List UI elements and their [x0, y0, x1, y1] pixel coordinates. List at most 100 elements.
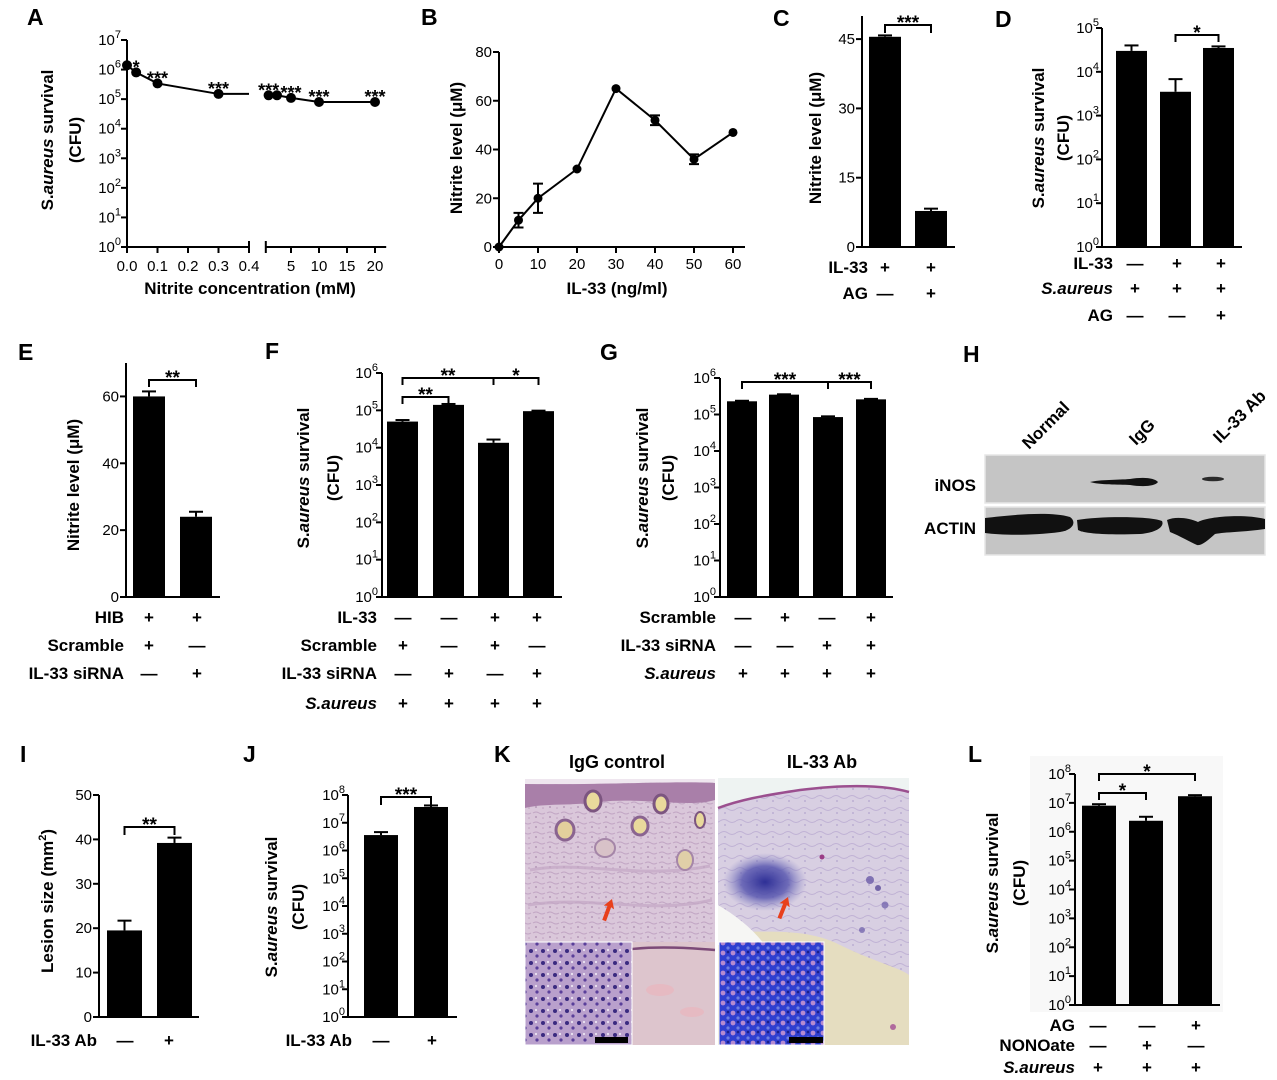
condition-sign: +	[1216, 254, 1226, 273]
y-axis-title: S.aureus survival	[294, 408, 313, 549]
x-tick-label: 15	[339, 258, 356, 275]
bar	[1129, 820, 1163, 1005]
y-axis-title: S.aureus survival	[38, 70, 57, 211]
y-tick-label-base: 10	[322, 898, 339, 915]
data-point	[122, 60, 132, 71]
y-tick-label-exponent: 4	[339, 895, 345, 907]
y-tick-label-base: 10	[1076, 239, 1093, 256]
significance-bracket	[401, 396, 450, 404]
y-tick-label: 106	[693, 367, 716, 387]
y-tick-label: 103	[355, 474, 378, 494]
inos-band-il33-ab	[1202, 476, 1224, 482]
condition-label: S.aureus	[305, 694, 377, 713]
bar	[1116, 50, 1147, 248]
y-tick-label: 101	[322, 978, 345, 998]
x-tick-label: 10	[530, 256, 547, 273]
condition-sign: +	[144, 608, 154, 627]
y-axis-title-segment: (CFU)	[66, 117, 85, 163]
condition-label-segment: HIB	[95, 608, 124, 627]
y-tick-label: 40	[75, 831, 92, 848]
x-tick-label: 30	[608, 256, 625, 273]
data-point	[286, 92, 296, 103]
row-label-actin: ACTIN	[924, 519, 976, 538]
bar	[727, 401, 757, 597]
y-tick-label-base: 10	[355, 552, 372, 569]
y-tick-label: 100	[322, 1006, 345, 1026]
y-tick-label: 102	[98, 177, 121, 197]
y-tick-label-exponent: 5	[115, 88, 121, 100]
panel-label: H	[963, 341, 980, 367]
y-axis-title: S.aureus survival	[983, 813, 1002, 954]
data-point	[152, 78, 163, 89]
condition-sign: +	[1191, 1016, 1201, 1035]
y-tick-label: 40	[475, 142, 492, 159]
y-axis-title: (CFU)	[289, 884, 308, 930]
significance-bracket	[380, 796, 432, 805]
y-axis-title: Lesion size (mm2)	[37, 829, 57, 973]
condition-label-segment: IL-33	[1073, 254, 1113, 273]
y-tick-label: 10	[75, 965, 92, 982]
condition-sign: +	[1191, 1058, 1201, 1077]
y-tick-label: 100	[1076, 236, 1099, 256]
y-tick-label: 103	[322, 923, 345, 943]
panel-c-chart: C 0 15 30 45 Nitrite level (μM) *** IL-33 + + AG — +	[773, 5, 955, 303]
bar	[478, 442, 509, 597]
condition-label-segment: IL-33 siRNA	[282, 664, 377, 683]
y-tick-label-exponent: 5	[339, 867, 345, 879]
y-tick-label-exponent: 3	[710, 477, 716, 489]
condition-label: Scramble	[639, 608, 716, 627]
y-tick-label: 20	[475, 190, 492, 207]
significance-bracket	[1098, 773, 1196, 781]
significance-label: **	[165, 368, 180, 389]
condition-sign: —	[117, 1031, 134, 1050]
y-tick-label: 101	[98, 206, 121, 226]
y-tick-label-exponent: 0	[115, 236, 121, 248]
y-axis-title-segment: )	[38, 829, 57, 835]
bar	[414, 806, 448, 1017]
y-tick-label: 103	[1048, 907, 1071, 927]
panel-label: L	[968, 741, 982, 767]
condition-label-segment: IL-33	[337, 608, 377, 627]
y-tick-label: 104	[355, 437, 378, 457]
y-tick-label-base: 10	[355, 477, 372, 494]
y-tick-label-base: 10	[322, 843, 339, 860]
x-tick-label: 60	[725, 256, 742, 273]
condition-sign: +	[1093, 1058, 1103, 1077]
condition-sign: +	[164, 1031, 174, 1050]
y-tick-label: 30	[75, 876, 92, 893]
condition-label-segment: NONOate	[999, 1036, 1075, 1055]
condition-sign: —	[373, 1031, 390, 1050]
y-tick-label: 105	[322, 867, 345, 887]
y-tick-label-exponent: 0	[339, 1006, 345, 1018]
significance-label: *	[133, 57, 140, 77]
y-tick-label-base: 10	[98, 180, 115, 197]
condition-sign: +	[1172, 254, 1182, 273]
y-tick-label-exponent: 1	[1065, 965, 1071, 977]
condition-sign: +	[444, 664, 454, 683]
y-tick-label: 80	[475, 44, 492, 61]
y-tick-label-exponent: 3	[115, 147, 121, 159]
significance-label: ***	[208, 79, 229, 99]
significance-bracket	[492, 377, 540, 385]
y-axis-title: S.aureus survival	[262, 837, 281, 978]
condition-sign: +	[780, 608, 790, 627]
y-tick-label-exponent: 5	[372, 399, 378, 411]
panel-label: F	[265, 338, 279, 364]
data-point	[533, 193, 543, 203]
data-point	[650, 115, 660, 125]
y-tick-label-base: 10	[693, 443, 710, 460]
condition-sign: —	[529, 636, 546, 655]
actin-band-normal	[985, 513, 1074, 535]
histology-inset-il33-ab	[718, 941, 825, 1046]
condition-sign: —	[877, 284, 894, 303]
condition-label-segment: S.aureus	[1041, 279, 1113, 298]
condition-label-segment: IL-33 Ab	[286, 1031, 352, 1050]
y-tick-label-base: 10	[322, 815, 339, 832]
condition-label-segment: AG	[1050, 1016, 1076, 1035]
condition-sign: +	[822, 636, 832, 655]
y-axis-title-segment: survival	[262, 837, 281, 906]
y-axis-title-segment: aureus	[38, 139, 57, 195]
